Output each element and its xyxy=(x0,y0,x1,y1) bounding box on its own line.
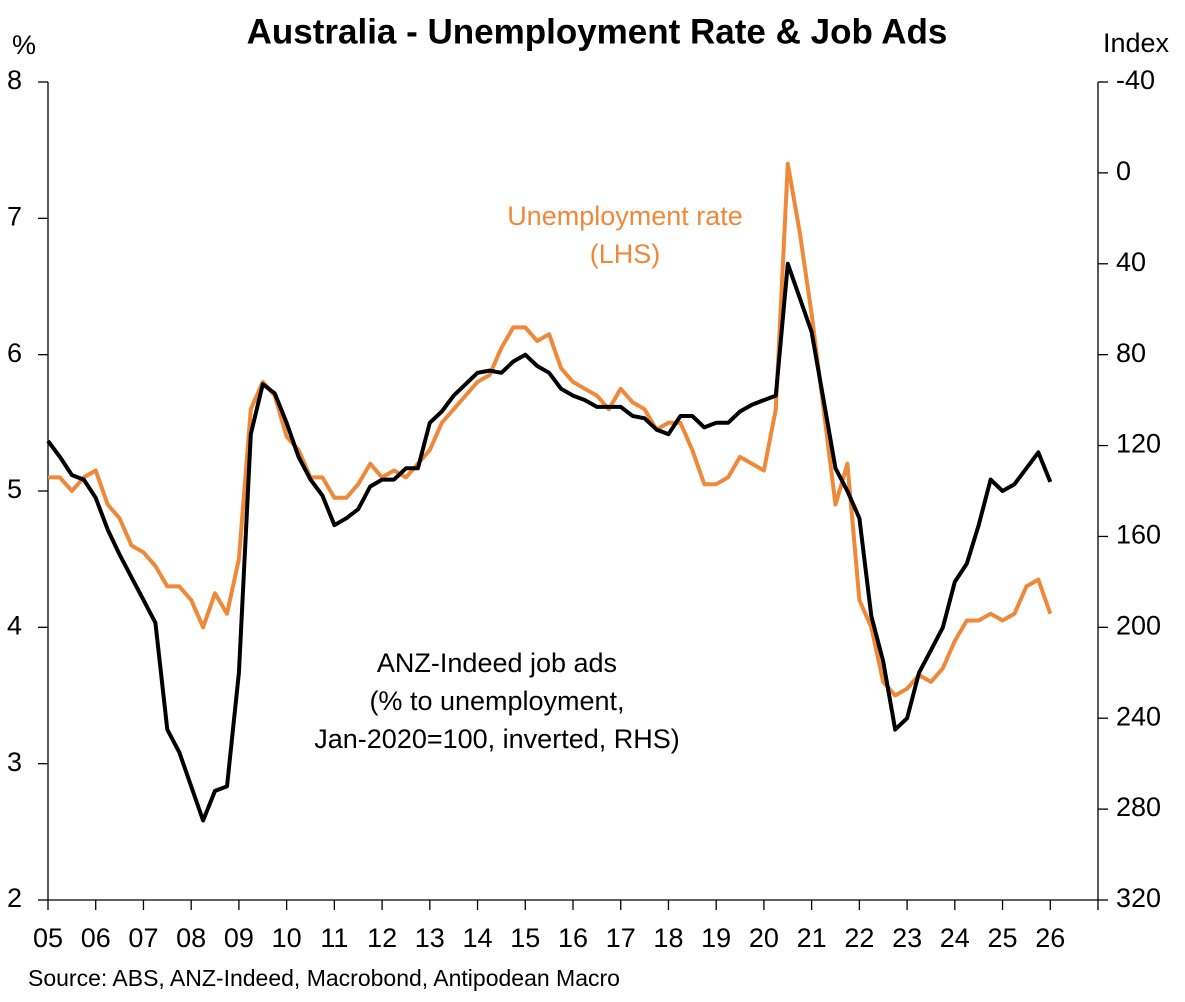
annotation: ANZ-Indeed job ads xyxy=(377,648,617,678)
x-tick-label: 09 xyxy=(224,923,254,953)
chart-title: Australia - Unemployment Rate & Job Ads xyxy=(247,12,948,51)
y2-tick-label: -40 xyxy=(1116,65,1155,95)
y2-tick-label: 40 xyxy=(1116,247,1146,277)
x-tick-label: 25 xyxy=(988,923,1018,953)
y2-tick-label: 120 xyxy=(1116,429,1161,459)
x-tick-label: 19 xyxy=(701,923,731,953)
x-tick-label: 10 xyxy=(272,923,302,953)
x-tick-label: 26 xyxy=(1035,923,1065,953)
y-tick-label: 8 xyxy=(7,65,22,95)
x-tick-label: 23 xyxy=(892,923,922,953)
x-tick-label: 24 xyxy=(940,923,970,953)
y2-tick-label: 160 xyxy=(1116,520,1161,550)
x-tick-label: 06 xyxy=(81,923,111,953)
x-tick-label: 18 xyxy=(653,923,683,953)
y2-tick-label: 0 xyxy=(1116,156,1131,186)
y-tick-label: 7 xyxy=(7,201,22,231)
line-series xyxy=(48,161,1053,698)
x-tick-label: 07 xyxy=(128,923,158,953)
y2-tick-label: 80 xyxy=(1116,338,1146,368)
x-tick-label: 20 xyxy=(749,923,779,953)
x-tick-label: 08 xyxy=(176,923,206,953)
y-axis-label: % xyxy=(12,30,36,60)
y-tick-label: 2 xyxy=(7,883,22,913)
y2-tick-label: 280 xyxy=(1116,792,1161,822)
x-tick-label: 22 xyxy=(844,923,874,953)
x-tick-label: 21 xyxy=(797,923,827,953)
x-tick-label: 13 xyxy=(415,923,445,953)
annotation: (LHS) xyxy=(590,239,661,269)
annotation: Unemployment rate xyxy=(507,201,743,231)
x-tick-label: 14 xyxy=(463,923,493,953)
annotation: Jan-2020=100, inverted, RHS) xyxy=(314,724,679,754)
x-tick-label: 16 xyxy=(558,923,588,953)
y-tick-label: 6 xyxy=(7,338,22,368)
y-tick-label: 4 xyxy=(7,610,22,640)
x-tick-label: 17 xyxy=(606,923,636,953)
y2-tick-label: 200 xyxy=(1116,610,1161,640)
line-series xyxy=(46,261,1053,823)
y2-tick-label: 240 xyxy=(1116,701,1161,731)
x-tick-label: 11 xyxy=(320,923,348,953)
y-tick-label: 5 xyxy=(7,474,22,504)
x-tick-label: 15 xyxy=(510,923,540,953)
x-tick-label: 05 xyxy=(33,923,63,953)
annotation: (% to unemployment, xyxy=(369,686,624,716)
y2-axis-label: Index xyxy=(1103,28,1170,58)
x-tick-label: 12 xyxy=(367,923,397,953)
y2-tick-label: 320 xyxy=(1116,883,1161,913)
y-tick-label: 3 xyxy=(7,747,22,777)
source: Source: ABS, ANZ-Indeed, Macrobond, Anti… xyxy=(28,965,620,991)
